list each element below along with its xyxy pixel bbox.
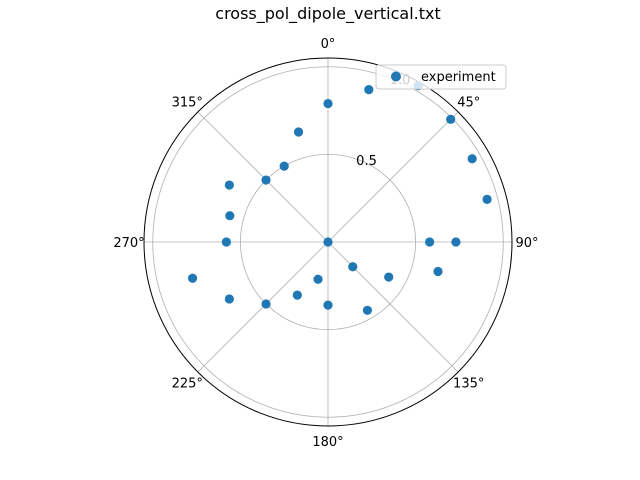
radial-tick-label: 0.5: [356, 154, 377, 169]
data-point: [323, 300, 333, 310]
data-point: [446, 114, 456, 124]
data-point: [221, 237, 231, 247]
data-point: [425, 237, 435, 247]
data-point: [482, 194, 492, 204]
angle-tick-label: 45°: [457, 95, 480, 110]
data-point: [261, 175, 271, 185]
angle-tick-label: 135°: [453, 377, 484, 392]
angle-tick-label: 180°: [312, 435, 343, 450]
chart-title: cross_pol_dipole_vertical.txt: [215, 4, 440, 24]
data-point: [348, 262, 358, 272]
angle-tick-label: 315°: [172, 95, 203, 110]
angle-tick-label: 0°: [321, 37, 336, 52]
data-point: [292, 290, 302, 300]
legend-marker: [391, 71, 401, 82]
data-point: [433, 266, 443, 277]
data-point: [261, 299, 271, 309]
data-point: [279, 161, 289, 171]
data-point: [384, 272, 394, 282]
data-point: [364, 85, 374, 95]
data-point: [225, 211, 235, 221]
data-point: [293, 127, 304, 137]
angle-tick-label: 90°: [515, 236, 538, 251]
angle-tick-label: 270°: [113, 236, 144, 251]
data-point: [362, 305, 373, 315]
legend: experiment: [375, 64, 507, 90]
angle-tick-label: 225°: [172, 377, 203, 392]
data-point: [313, 274, 323, 284]
data-point: [451, 237, 461, 247]
polar-frame: [143, 57, 513, 427]
data-point: [323, 98, 333, 109]
angle-gridline-135: [327, 241, 459, 373]
data-point: [323, 237, 333, 247]
angle-tick-labels: 0° 45° 90° 135° 180° 225° 270° 315°: [113, 37, 538, 450]
data-point: [224, 294, 234, 304]
data-point: [224, 180, 234, 190]
legend-frame: [375, 64, 507, 90]
data-point: [467, 154, 477, 164]
legend-label: experiment: [421, 70, 496, 85]
data-points: [187, 81, 492, 315]
data-point: [187, 273, 198, 283]
angle-gridline-45: [327, 111, 459, 243]
